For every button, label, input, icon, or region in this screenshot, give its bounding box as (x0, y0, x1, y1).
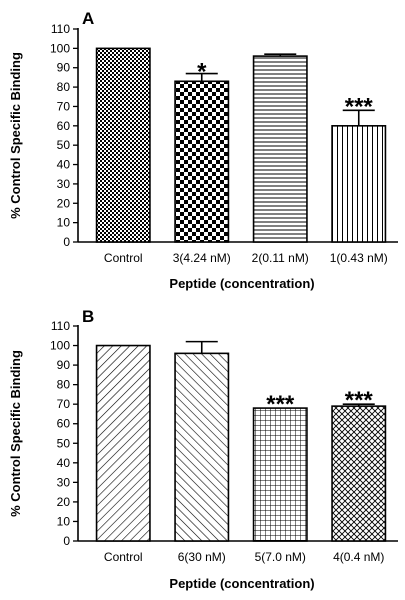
y-tick-label: 40 (57, 158, 71, 172)
panel-letter: B (82, 307, 94, 326)
bar-control (95, 344, 151, 542)
y-tick-label: 70 (57, 99, 71, 113)
significance-marker: *** (345, 387, 374, 414)
panel-letter: A (82, 9, 94, 28)
y-tick-label: 70 (57, 397, 71, 411)
y-tick-label: 80 (57, 378, 71, 392)
y-tick-label: 100 (50, 41, 70, 55)
chart-panel-a: A 0 10 20 30 40 50 60 70 80 90 100 110 Control * 3(4.24… (8, 9, 398, 291)
y-tick-label: 50 (57, 436, 71, 450)
y-tick-label: 90 (57, 358, 71, 372)
panels: A0102030405060708090100110Control*3(4.24… (8, 9, 398, 591)
y-tick-label: 60 (57, 119, 71, 133)
y-tick-label: 40 (57, 456, 71, 470)
y-tick-label: 60 (57, 417, 71, 431)
bar-6-30-nm (174, 352, 230, 542)
x-tick-label: 1(0.43 nM) (330, 251, 388, 265)
bar-2-0-11-nm (252, 55, 308, 243)
y-tick-label: 80 (57, 80, 71, 94)
x-tick-label: 5(7.0 nM) (255, 550, 306, 564)
y-tick-label: 20 (57, 495, 71, 509)
x-axis-label: Peptide (concentration) (169, 276, 314, 291)
y-tick-label: 10 (57, 514, 71, 528)
y-tick-label: 100 (50, 339, 70, 353)
y-axis-label: % Control Specific Binding (8, 52, 23, 219)
significance-marker: *** (345, 93, 374, 120)
y-tick-label: 50 (57, 138, 71, 152)
bar-control (95, 47, 151, 243)
y-tick-label: 0 (63, 534, 70, 548)
x-tick-label: Control (104, 550, 143, 564)
y-tick-label: 0 (63, 235, 70, 249)
y-tick-label: 110 (51, 22, 70, 36)
y-tick-label: 30 (57, 475, 71, 489)
y-tick-label: 10 (57, 216, 71, 230)
y-tick-label: 30 (57, 177, 71, 191)
chart-panel-b: B 0 10 20 30 40 50 60 70 80 90 100 110 Control 6(30 nM… (8, 307, 398, 591)
y-axis-label: % Control Specific Binding (8, 350, 23, 517)
bar-3-4-24-nm (174, 80, 230, 243)
bar-5-7-0-nm (252, 407, 308, 542)
x-tick-label: 4(0.4 nM) (333, 550, 384, 564)
significance-marker: *** (266, 391, 295, 418)
x-tick-label: 6(30 nM) (178, 550, 226, 564)
y-tick-label: 20 (57, 196, 71, 210)
x-tick-label: 2(0.11 nM) (252, 251, 309, 265)
x-tick-label: Control (104, 251, 143, 265)
bar-1-0-43-nm (331, 125, 387, 243)
y-tick-label: 110 (51, 319, 70, 333)
y-tick-label: 90 (57, 61, 71, 75)
bar-4-0-4-nm (331, 405, 387, 542)
x-axis-label: Peptide (concentration) (169, 576, 314, 591)
x-tick-label: 3(4.24 nM) (173, 251, 231, 265)
significance-marker: * (197, 59, 207, 86)
